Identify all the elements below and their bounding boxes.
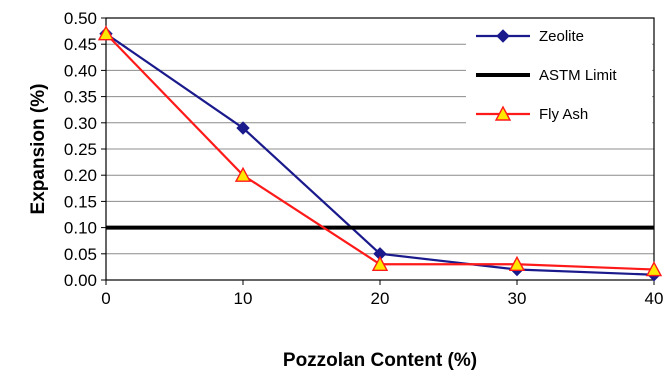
legend-label: Fly Ash (539, 106, 588, 123)
x-axis-title: Pozzolan Content (%) (283, 350, 477, 371)
x-tick-label: 20 (371, 289, 390, 308)
legend: Zeolite ASTM Limit Fly Ash (466, 19, 652, 145)
y-tick-label: 0.10 (64, 219, 97, 238)
y-tick-label: 0.50 (64, 9, 97, 28)
x-tick-label: 40 (645, 289, 664, 308)
y-tick-label: 0.45 (64, 35, 97, 54)
y-tick-label: 0.35 (64, 88, 97, 107)
y-tick-label: 0.40 (64, 61, 97, 80)
y-tick-label: 0.25 (64, 140, 97, 159)
legend-label: Zeolite (539, 28, 584, 45)
x-tick-label: 0 (101, 289, 110, 308)
y-tick-label: 0.15 (64, 192, 97, 211)
legend-label: ASTM Limit (539, 67, 617, 84)
y-tick-label: 0.05 (64, 245, 97, 264)
y-tick-label: 0.00 (64, 271, 97, 290)
y-tick-label: 0.20 (64, 166, 97, 185)
y-axis-title: Expansion (%) (28, 84, 49, 215)
x-tick-label: 30 (508, 289, 527, 308)
y-tick-label: 0.30 (64, 114, 97, 133)
x-tick-label: 10 (234, 289, 253, 308)
